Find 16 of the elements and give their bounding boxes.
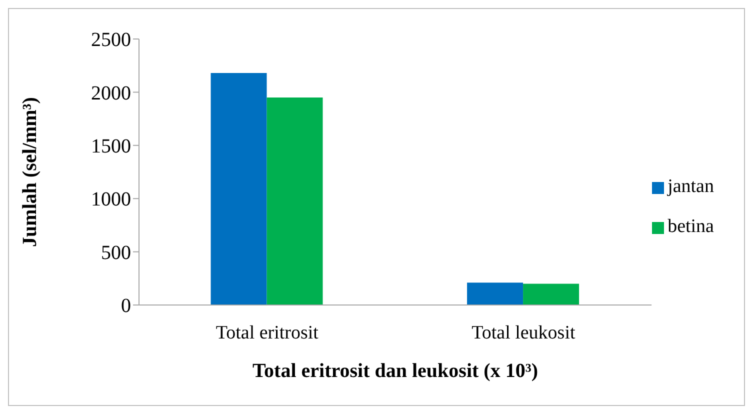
bar	[210, 73, 267, 305]
y-tick-label: 1500	[91, 136, 131, 158]
y-tick-label: 1000	[91, 188, 131, 211]
bar	[467, 282, 524, 305]
y-tick-label: 2500	[91, 29, 131, 52]
legend-label: betina	[668, 216, 714, 237]
y-tick-label: 2000	[91, 82, 131, 104]
bar	[523, 284, 580, 305]
y-tick-label: 500	[101, 242, 131, 264]
x-axis-title: Total eritrosit dan leukosit (x 10³)	[252, 360, 538, 382]
x-tick-label: Total leukosit	[472, 322, 576, 344]
bar	[266, 98, 323, 305]
legend-label: jantan	[668, 176, 714, 197]
y-axis-title: Jumlah (sel/mm³)	[19, 97, 42, 247]
x-tick-label: Total eritrosit	[216, 322, 320, 344]
y-tick-label: 0	[121, 295, 131, 318]
